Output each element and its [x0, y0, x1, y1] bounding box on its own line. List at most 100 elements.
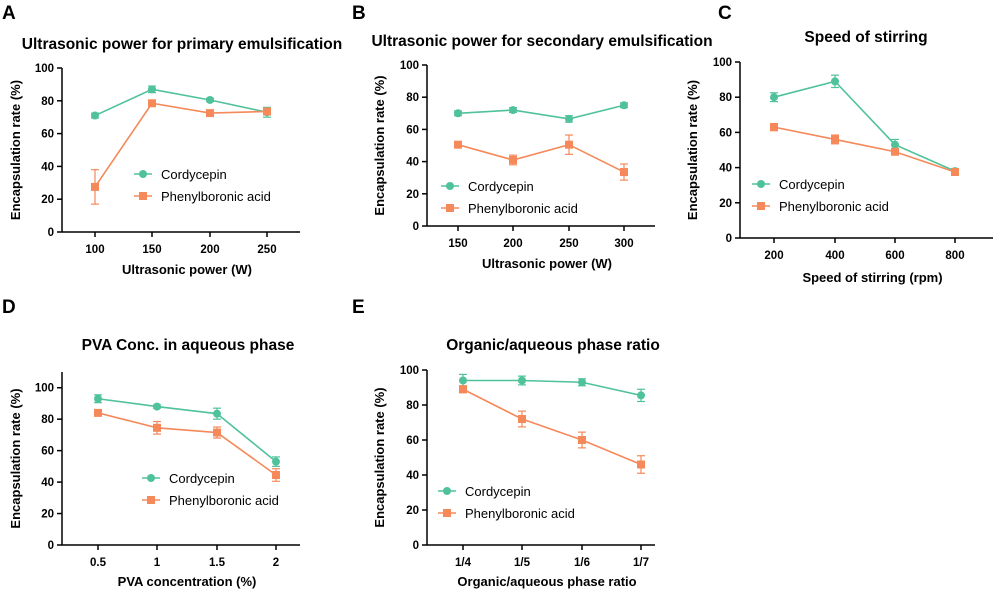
x-tick-label: 150: [142, 244, 161, 256]
legend-marker: [446, 204, 454, 212]
data-point: [770, 93, 778, 102]
y-tick-label: 0: [726, 233, 732, 245]
y-tick-label: 20: [719, 198, 732, 210]
y-axis-label: Encapsulation rate (%): [8, 388, 23, 528]
y-tick-label: 40: [41, 161, 54, 173]
x-tick-label: 400: [825, 250, 844, 262]
y-tick-label: 100: [35, 63, 54, 75]
legend-label: Phenylboronic acid: [161, 189, 271, 204]
y-tick-label: 0: [413, 221, 419, 233]
legend: Cordycepin Phenylboronic acid: [142, 471, 279, 508]
legend: Cordycepin Phenylboronic acid: [438, 484, 575, 521]
legend-marker: [147, 474, 155, 482]
y-tick-label: 40: [41, 477, 54, 489]
legend-label: Phenylboronic acid: [169, 493, 279, 508]
series-phenylboronic-acid: [459, 385, 645, 474]
data-point: [620, 101, 628, 110]
x-tick-label: 250: [257, 244, 276, 256]
y-tick-label: 100: [35, 383, 54, 395]
data-point: [620, 168, 628, 177]
data-point: [206, 95, 214, 104]
series-line: [457, 143, 625, 173]
y-axis-label: Encapsulation rate (%): [372, 75, 387, 215]
data-point: [770, 123, 778, 132]
chart-title: Ultrasonic power for primary emulsificat…: [22, 36, 342, 53]
y-tick-label: 80: [406, 92, 419, 104]
y-tick-label: 20: [41, 194, 54, 206]
y-tick-label: 60: [719, 127, 732, 139]
data-point: [565, 140, 573, 149]
panel-label: C: [718, 3, 732, 24]
y-axis-label: Encapsulation rate (%): [685, 80, 700, 220]
data-point: [831, 77, 839, 86]
x-tick-label: 2: [273, 557, 279, 569]
legend: Cordycepin Phenylboronic acid: [752, 177, 889, 214]
legend-label: Cordycepin: [169, 471, 235, 486]
data-point: [637, 391, 645, 400]
x-tick-label: 800: [945, 250, 964, 262]
series-line: [457, 104, 625, 120]
panel-label: B: [352, 3, 366, 24]
data-point: [153, 423, 161, 432]
y-tick-label: 60: [41, 129, 54, 141]
data-point: [206, 109, 214, 118]
y-tick-label: 60: [41, 446, 54, 458]
y-tick-label: 100: [713, 57, 732, 69]
y-tick-label: 80: [406, 400, 419, 412]
y-tick-label: 60: [406, 124, 419, 136]
data-point: [91, 111, 99, 120]
series-line: [463, 379, 642, 397]
series-line: [773, 80, 956, 172]
x-tick-label: 200: [764, 250, 783, 262]
legend-marker: [139, 192, 147, 200]
data-point: [518, 415, 526, 423]
data-point: [213, 409, 221, 418]
series-cordycepin: [454, 101, 628, 123]
data-point: [213, 428, 221, 437]
legend-marker: [139, 170, 147, 178]
x-axis-label: PVA concentration (%): [118, 574, 257, 589]
x-axis-label: Speed of stirring (rpm): [802, 270, 942, 285]
y-tick-label: 0: [48, 227, 54, 239]
panel-d: D PVA Conc. in aqueous phase 0 20 40 60 80 100 0…: [2, 297, 300, 589]
panel-e: E Organic/aqueous phase ratio 0 20 40 60 80 100…: [352, 297, 660, 589]
y-tick-label: 0: [413, 540, 419, 552]
legend-label: Phenylboronic acid: [779, 199, 889, 214]
x-tick-label: 0.5: [90, 557, 107, 569]
series-cordycepin: [91, 85, 271, 120]
x-tick-label: 100: [85, 244, 104, 256]
x-tick-label: 250: [559, 238, 578, 250]
data-point: [637, 460, 645, 469]
x-tick-label: 1: [154, 557, 161, 569]
data-point: [891, 140, 899, 149]
data-point: [272, 457, 280, 466]
x-tick-label: 200: [200, 244, 219, 256]
legend-marker: [147, 496, 155, 504]
data-point: [831, 135, 839, 144]
legend-label: Phenylboronic acid: [465, 506, 575, 521]
data-point: [454, 109, 462, 118]
y-tick-label: 20: [41, 509, 54, 521]
series-line: [97, 412, 277, 476]
series-line: [94, 88, 268, 117]
chart-title: Ultrasonic power for secondary emulsific…: [371, 33, 712, 50]
chart-title: PVA Conc. in aqueous phase: [82, 337, 295, 354]
chart-title: Speed of stirring: [804, 29, 927, 46]
data-point: [891, 147, 899, 156]
x-axis-label: Organic/aqueous phase ratio: [457, 574, 636, 589]
data-point: [459, 376, 467, 385]
x-axis-label: Ultrasonic power (W): [482, 256, 612, 271]
panel-label: E: [352, 297, 365, 318]
series-cordycepin: [459, 373, 645, 403]
series-phenylboronic-acid: [91, 99, 271, 205]
legend-label: Phenylboronic acid: [468, 201, 578, 216]
data-point: [272, 471, 280, 480]
y-tick-label: 0: [48, 540, 54, 552]
y-tick-label: 80: [719, 92, 732, 104]
data-point: [509, 155, 517, 164]
legend: Cordycepin Phenylboronic acid: [441, 179, 578, 216]
x-tick-label: 300: [614, 238, 633, 250]
y-tick-label: 100: [400, 60, 419, 72]
y-tick-label: 100: [400, 365, 419, 377]
